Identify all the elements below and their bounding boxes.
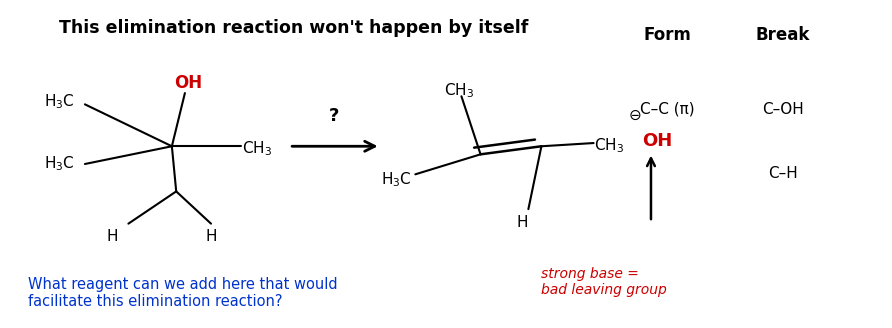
Text: What reagent can we add here that would
facilitate this elimination reaction?: What reagent can we add here that would … (29, 277, 338, 309)
Text: Form: Form (643, 26, 691, 44)
Text: C–OH: C–OH (763, 102, 804, 117)
Text: CH$_3$: CH$_3$ (243, 139, 272, 158)
Text: H$_3$C: H$_3$C (44, 93, 75, 112)
Text: H: H (205, 229, 217, 244)
Text: CH$_3$: CH$_3$ (444, 81, 475, 100)
Text: ⊖: ⊖ (629, 108, 641, 123)
Text: H$_3$C: H$_3$C (44, 154, 75, 174)
Text: H$_3$C: H$_3$C (382, 170, 412, 189)
Text: OH: OH (642, 132, 673, 150)
Text: C–H: C–H (768, 166, 798, 181)
Text: Break: Break (756, 26, 810, 44)
Text: ?: ? (329, 107, 340, 125)
Text: OH: OH (175, 74, 202, 92)
Text: strong base =
bad leaving group: strong base = bad leaving group (541, 267, 667, 297)
Text: This elimination reaction won't happen by itself: This elimination reaction won't happen b… (59, 19, 528, 37)
Text: C–C (π): C–C (π) (640, 102, 695, 117)
Text: CH$_3$: CH$_3$ (593, 136, 624, 154)
Text: H: H (107, 229, 119, 244)
Text: H: H (516, 215, 528, 230)
